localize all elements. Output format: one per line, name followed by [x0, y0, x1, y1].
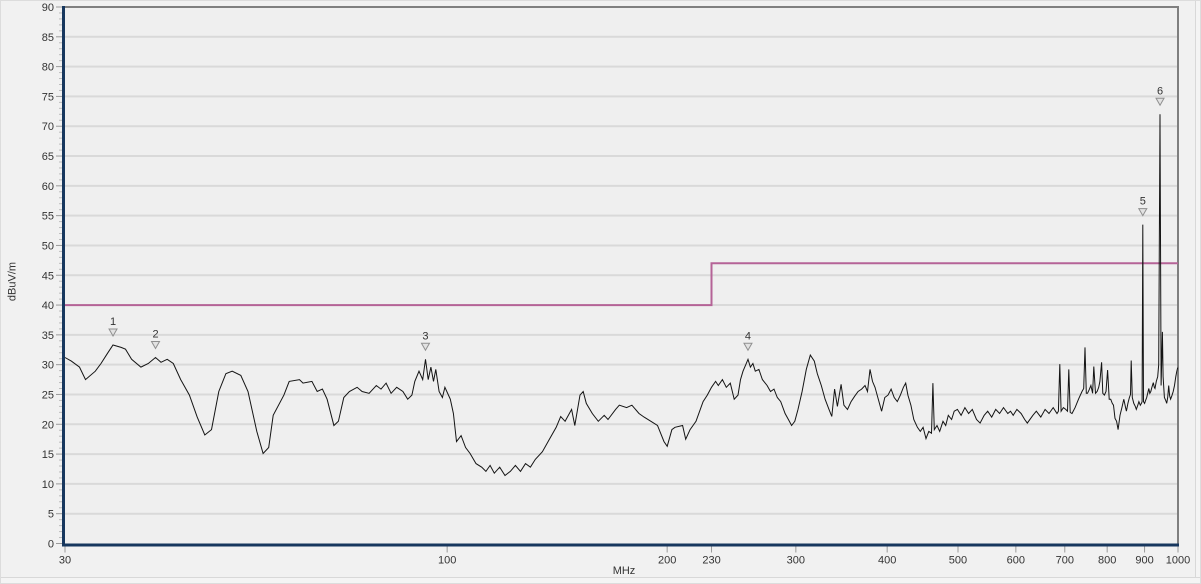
y-tick-label: 90 [42, 2, 54, 14]
x-tick-label: 400 [878, 555, 896, 567]
y-tick-label: 30 [42, 360, 54, 372]
peak-marker-label: 6 [1157, 85, 1163, 97]
peak-marker-label: 1 [110, 316, 116, 328]
peak-marker-icon[interactable] [420, 342, 431, 352]
measurement-trace [64, 114, 1179, 477]
x-tick-label: 200 [658, 555, 676, 567]
peak-marker-icon[interactable] [1155, 97, 1165, 107]
limit-line [65, 262, 1178, 307]
y-tick-label: 60 [42, 181, 54, 193]
y-tick-label: 75 [42, 91, 54, 103]
y-tick-label: 45 [42, 270, 54, 282]
x-tick-label: 300 [787, 555, 805, 567]
x-tick-label: 30 [59, 555, 71, 567]
peak-marker-icon[interactable] [150, 341, 161, 350]
y-tick-label: 50 [42, 240, 54, 252]
y-tick-label: 25 [42, 389, 54, 401]
peak-marker-label: 4 [745, 330, 751, 342]
y-tick-label: 35 [42, 330, 54, 342]
y-axis-title: dBuV/m [6, 261, 19, 302]
window-edge-right [1195, 1, 1200, 583]
y-tick-label: 20 [42, 419, 54, 431]
y-tick-label: 5 [48, 509, 54, 521]
x-tick-label: 700 [1056, 555, 1074, 567]
y-tick-label: 55 [42, 211, 54, 223]
peak-marker-icon[interactable] [743, 342, 753, 352]
y-tick-label: 85 [42, 32, 54, 44]
x-axis-title: MHz [612, 565, 636, 577]
y-tick-label: 0 [48, 539, 54, 551]
y-tick-label: 80 [42, 62, 54, 74]
x-tick-label: 600 [1007, 555, 1025, 567]
peak-marker-icon[interactable] [1137, 208, 1148, 217]
y-tick-label: 15 [42, 449, 54, 461]
x-tick-label: 1000 [1166, 555, 1190, 567]
peak-marker-label: 5 [1140, 196, 1146, 208]
y-tick-label: 70 [42, 121, 54, 133]
x-tick-label: 800 [1098, 555, 1116, 567]
peak-marker-label: 3 [422, 330, 428, 342]
y-tick-label: 65 [42, 151, 54, 163]
y-tick-label: 40 [42, 300, 54, 312]
y-tick-label: 10 [42, 479, 54, 491]
peak-marker-label: 2 [152, 329, 158, 341]
window-edge-bottom [1, 577, 1200, 583]
x-tick-label: 230 [702, 555, 720, 567]
peak-marker-icon[interactable] [108, 328, 118, 338]
x-tick-label: 900 [1135, 555, 1153, 567]
x-tick-label: 500 [949, 555, 967, 567]
x-tick-label: 100 [438, 555, 456, 567]
